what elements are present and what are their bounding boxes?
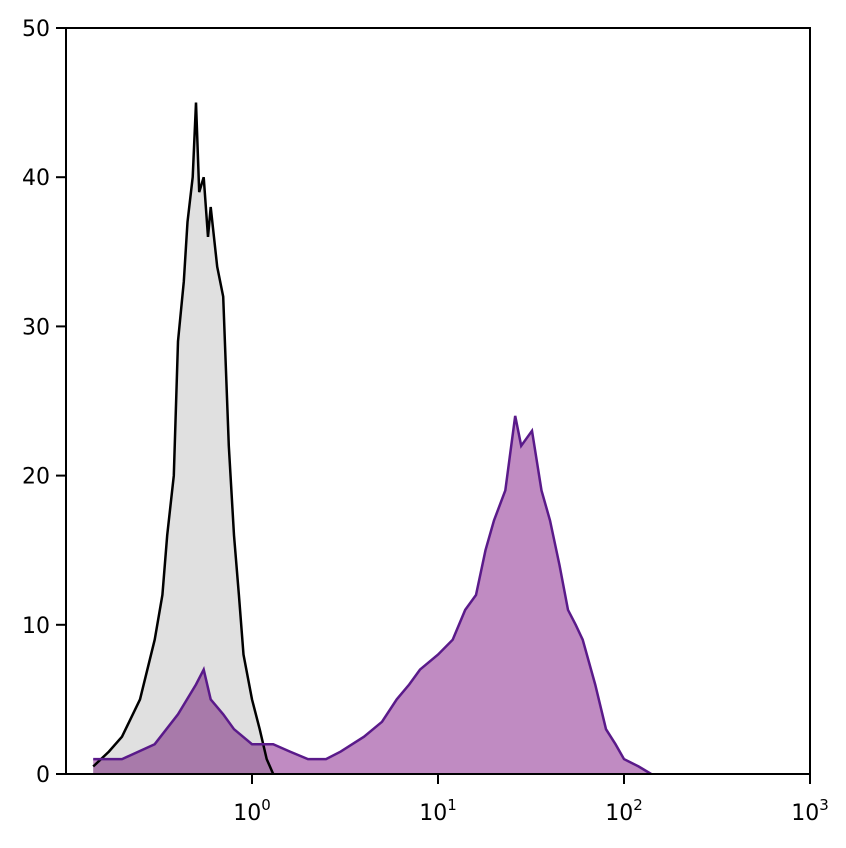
y-tick-label: 0 <box>36 763 50 788</box>
x-tick-label: 100 <box>233 796 271 826</box>
area-fill <box>93 102 274 775</box>
y-tick-label: 40 <box>22 166 50 191</box>
x-tick-exponent: 2 <box>633 796 643 814</box>
x-tick-label: 103 <box>791 796 829 826</box>
y-tick-label: 10 <box>22 614 50 639</box>
histogram-line <box>92 102 275 775</box>
plot-frame <box>65 27 811 775</box>
x-tick-exponent: 0 <box>261 796 271 814</box>
y-tick-label: 20 <box>22 465 50 490</box>
area-fill <box>93 415 652 774</box>
x-tick-base: 10 <box>791 801 819 826</box>
x-tick-label: 101 <box>419 796 457 826</box>
x-tick-base: 10 <box>233 801 261 826</box>
x-tick-exponent: 1 <box>447 796 457 814</box>
histogram-line <box>93 415 652 776</box>
x-tick-base: 10 <box>605 801 633 826</box>
x-tick-label: 102 <box>605 796 643 826</box>
x-tick-exponent: 3 <box>819 796 829 814</box>
y-tick-label: 50 <box>22 17 50 42</box>
y-tick-label: 30 <box>22 315 50 340</box>
x-tick-base: 10 <box>419 801 447 826</box>
